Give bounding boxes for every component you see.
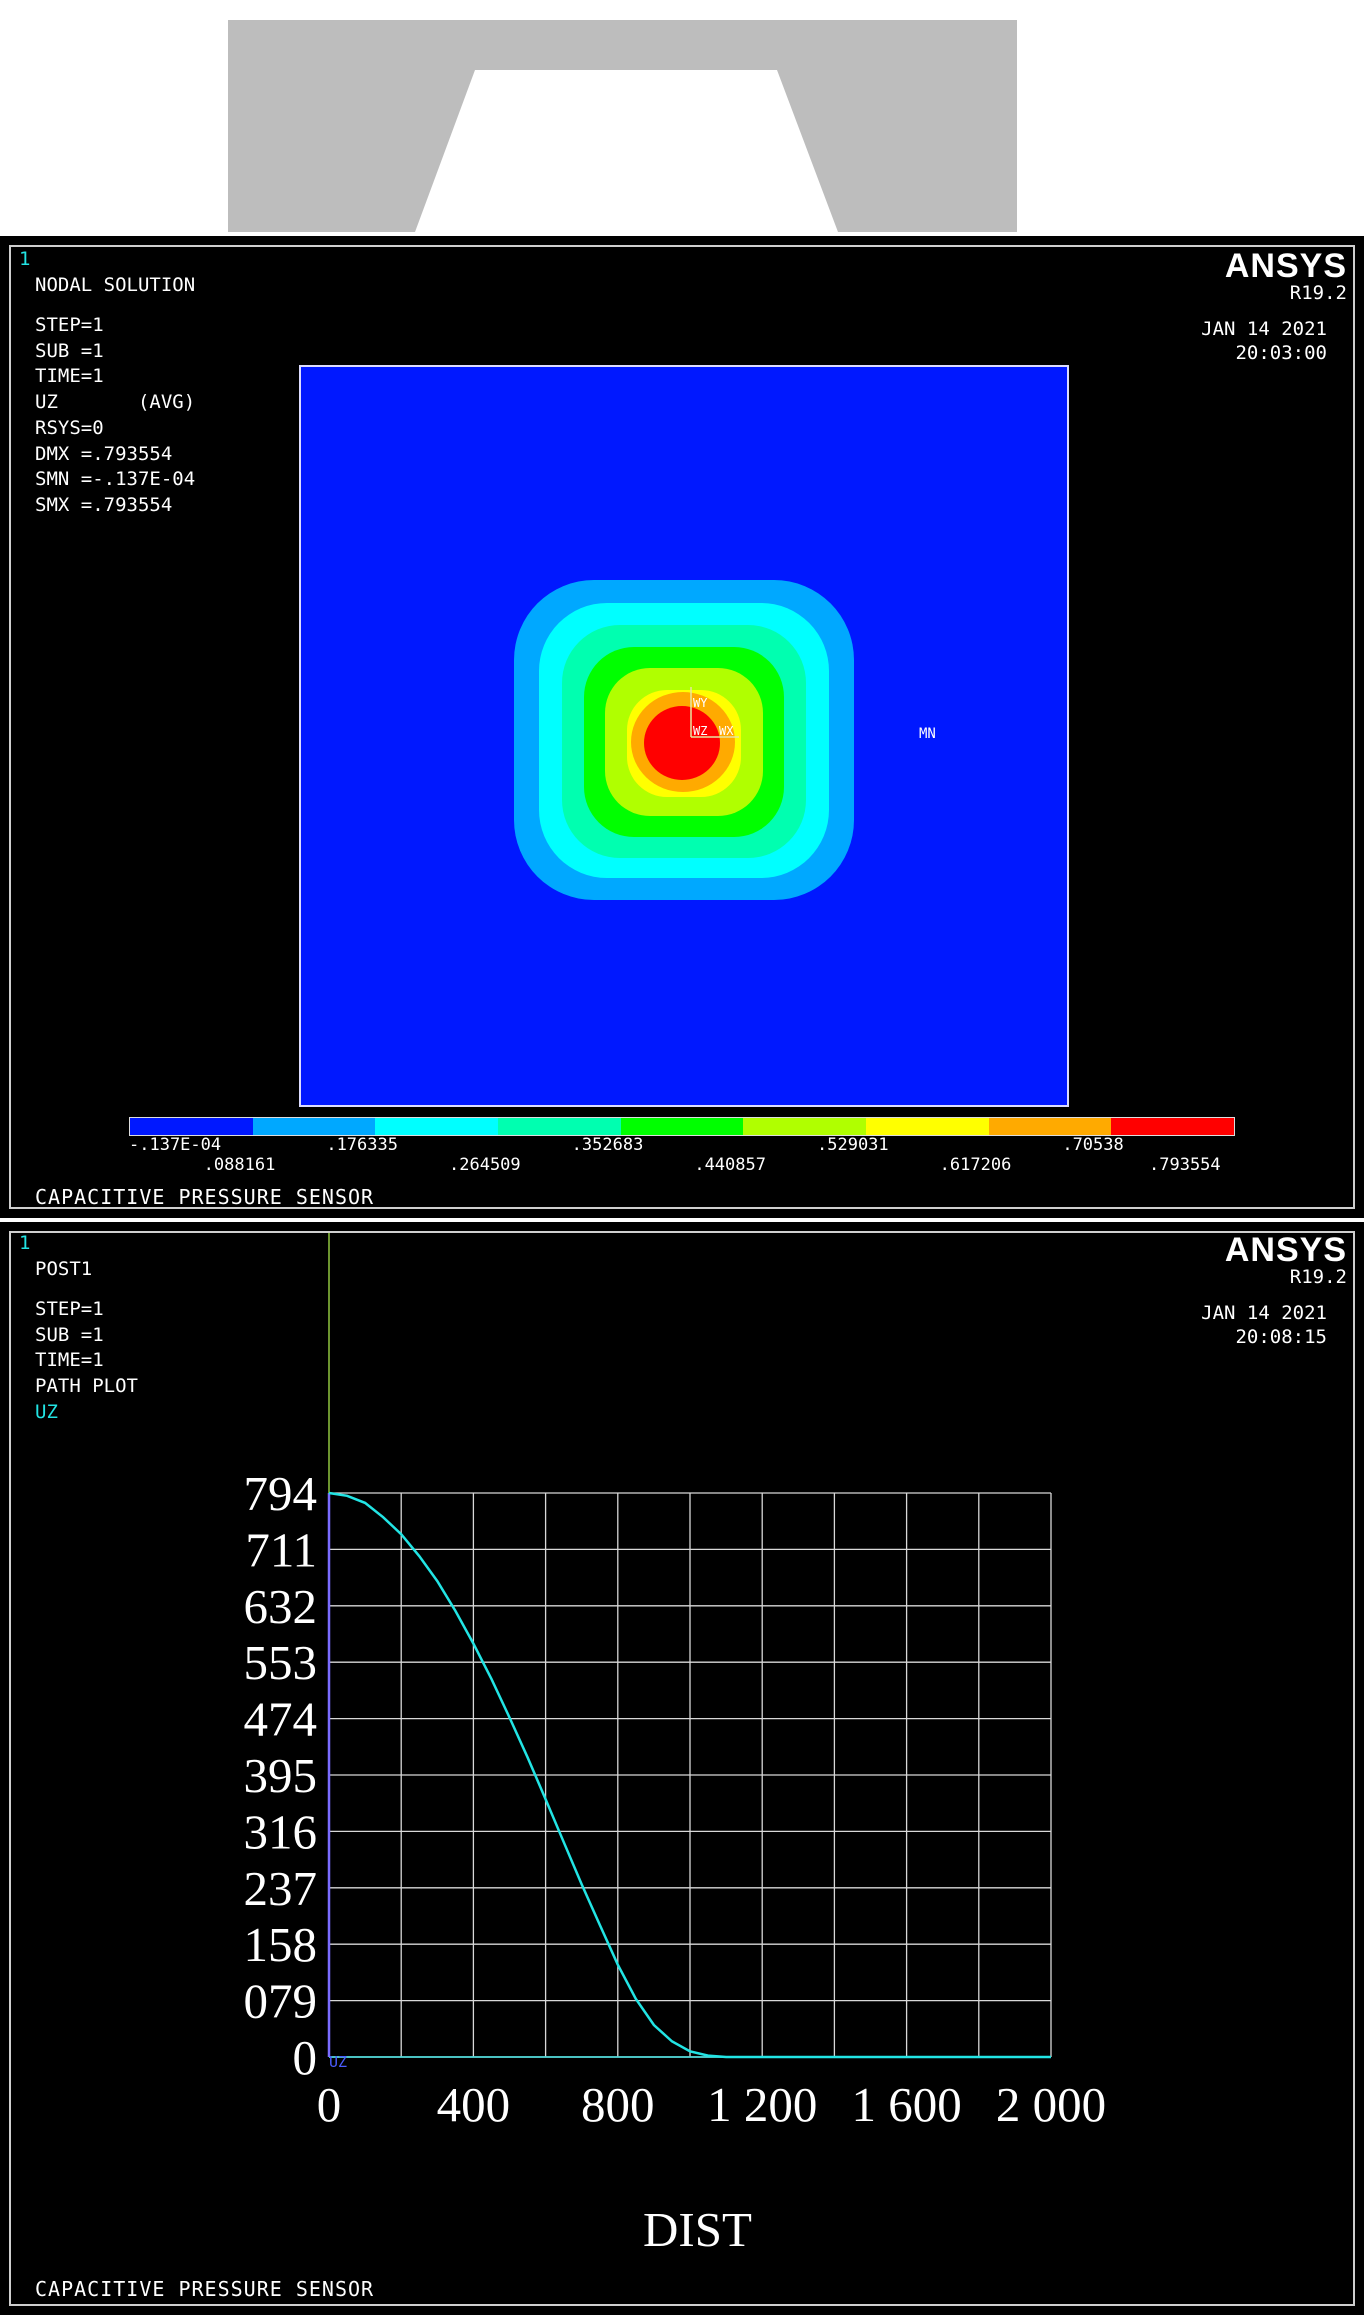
chart-series — [328, 1491, 1051, 2059]
info-line: UZ (AVG) — [35, 391, 196, 414]
y-tick-label: 237 — [244, 1861, 318, 1916]
info-line: STEP=1 — [35, 1298, 104, 1320]
time-label: 20:03:00 — [1235, 342, 1327, 364]
y-tick-label: 316 — [244, 1804, 318, 1859]
info-line: PATH PLOT — [35, 1375, 138, 1398]
contour-bands — [514, 580, 854, 900]
legend-label: .617206 — [939, 1155, 1012, 1175]
info-line: TIME=1 — [35, 365, 104, 388]
legend-swatch — [498, 1118, 621, 1135]
contour-plot[interactable]: WY WZ WX MN — [299, 365, 1069, 1107]
y-tick-label: 395 — [244, 1748, 318, 1803]
x-tick-label: 800 — [581, 2077, 655, 2132]
info-block: STEP=1 SUB =1 TIME=1 PATH PLOT UZ — [35, 1297, 138, 1426]
legend-label: .70538 — [1062, 1135, 1124, 1155]
y-tick-label: 474 — [244, 1692, 318, 1747]
nodal-solution-window: 1 NODAL SOLUTION STEP=1 SUB =1 TIME=1 UZ… — [0, 236, 1364, 1218]
x-tick-labels: 0 400 800 1 200 1 600 2 000 — [317, 2077, 1106, 2132]
x-tick-label: 2 000 — [996, 2077, 1106, 2132]
y-tick-label: 711 — [245, 1522, 317, 1577]
window-number: 1 — [19, 1232, 31, 1254]
version-label: R19.2 — [1289, 282, 1347, 304]
series-label: UZ — [35, 1400, 58, 1423]
legend-swatch — [375, 1118, 499, 1135]
legend-label: -.137E-04 — [129, 1135, 222, 1155]
path-plot-window: 1 POST1 STEP=1 SUB =1 TIME=1 PATH PLOT U… — [0, 1222, 1364, 2315]
legend-label: .793554 — [1149, 1155, 1221, 1175]
substrate-cross-section — [228, 20, 1017, 232]
y-tick-label: 794 — [244, 1466, 318, 1521]
date-label: JAN 14 2021 — [1201, 318, 1327, 340]
x-tick-label: 400 — [437, 2077, 511, 2132]
legend-swatch — [130, 1118, 253, 1135]
legend-label: .088161 — [203, 1155, 276, 1175]
date-label: JAN 14 2021 — [1201, 1302, 1327, 1324]
x-tick-label: 1 200 — [707, 2077, 817, 2132]
triad-x-label: WX — [719, 724, 734, 738]
ansys-logo: ANSYS — [1224, 1231, 1347, 1269]
info-line: TIME=1 — [35, 1349, 104, 1372]
info-line: SMX =.793554 — [35, 493, 173, 516]
info-line: RSYS=0 — [35, 416, 104, 439]
plot-footer-title: CAPACITIVE PRESSURE SENSOR — [35, 1185, 375, 1209]
y-tick-label: 553 — [244, 1635, 318, 1690]
info-line: STEP=1 — [35, 314, 104, 336]
color-legend-bar — [129, 1117, 1235, 1136]
uz-path-line — [328, 1491, 1051, 2059]
triad-y-label: WY — [693, 696, 708, 710]
x-axis-title: DIST — [643, 2202, 752, 2257]
y-tick-label: 079 — [244, 1974, 318, 2029]
time-label: 20:08:15 — [1235, 1326, 1327, 1348]
info-block: STEP=1 SUB =1 TIME=1 UZ (AVG) RSYS=0 DMX… — [35, 313, 195, 519]
ansys-logo: ANSYS — [1224, 247, 1347, 285]
legend-swatch — [743, 1118, 867, 1135]
info-line: DMX =.793554 — [35, 442, 173, 465]
legend-swatch — [620, 1118, 744, 1135]
corner-uz-label: UZ — [329, 2053, 347, 2071]
plot-footer-title: CAPACITIVE PRESSURE SENSOR — [35, 2277, 375, 2301]
min-marker: MN — [919, 726, 936, 742]
info-line: SMN =-.137E-04 — [35, 468, 196, 491]
legend-swatch — [252, 1118, 376, 1135]
legend-label: .529031 — [817, 1135, 889, 1155]
legend-label: .352683 — [571, 1135, 644, 1155]
window-number: 1 — [19, 248, 31, 270]
y-tick-label: 158 — [244, 1917, 318, 1972]
legend-swatch — [866, 1118, 989, 1135]
version-label: R19.2 — [1289, 1266, 1347, 1288]
triad-z-label: WZ — [693, 724, 707, 738]
triad-axes: WY WZ WX — [690, 687, 739, 738]
x-tick-label: 0 — [317, 2077, 342, 2132]
legend-swatch — [1111, 1118, 1235, 1135]
chart-grid — [328, 1492, 1052, 2058]
y-tick-label: 632 — [244, 1579, 318, 1634]
plot-title: POST1 — [35, 1258, 93, 1280]
legend-label: .176335 — [326, 1135, 398, 1155]
legend-label: .264509 — [449, 1155, 521, 1175]
plot-title: NODAL SOLUTION — [35, 274, 196, 296]
info-line: SUB =1 — [35, 339, 104, 362]
y-tick-label: 0 — [293, 2030, 318, 2085]
legend-label: .440857 — [694, 1155, 766, 1175]
info-line: SUB =1 — [35, 1323, 104, 1346]
x-tick-label: 1 600 — [851, 2077, 961, 2132]
legend-swatch — [988, 1118, 1112, 1135]
